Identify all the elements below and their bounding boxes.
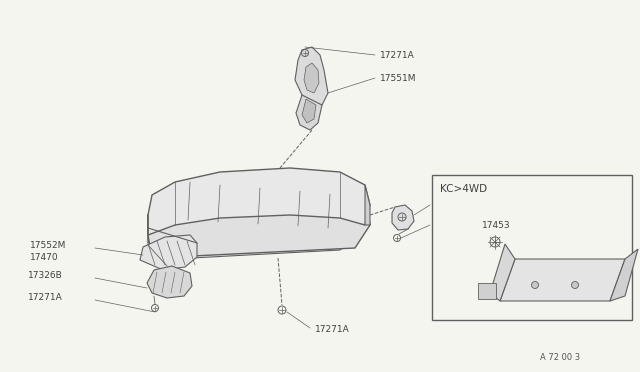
Polygon shape [148,178,368,260]
Text: KC>4WD: KC>4WD [440,184,487,194]
Text: 17271A: 17271A [435,221,470,230]
Polygon shape [295,47,328,110]
Polygon shape [500,259,625,301]
Text: 17471: 17471 [435,201,463,209]
Text: 17326B: 17326B [540,289,575,298]
Text: 17271A: 17271A [28,294,63,302]
Polygon shape [490,244,515,301]
Text: 17453: 17453 [482,221,511,230]
Polygon shape [304,63,319,93]
Text: A 72 00 3: A 72 00 3 [540,353,580,362]
Polygon shape [147,266,192,298]
Polygon shape [296,95,322,130]
Circle shape [572,282,579,289]
Bar [432,175,632,320]
Polygon shape [140,235,197,270]
Text: 17551M: 17551M [380,74,417,83]
Polygon shape [148,168,370,235]
Circle shape [531,282,538,289]
Polygon shape [148,200,370,260]
Polygon shape [392,205,414,230]
Bar [478,283,496,299]
Text: 17271A: 17271A [380,51,415,60]
Polygon shape [302,99,316,123]
Text: 17271A: 17271A [315,326,349,334]
Polygon shape [148,205,370,258]
Polygon shape [365,185,370,225]
Polygon shape [610,249,638,301]
Text: 17326B: 17326B [28,270,63,279]
Text: 17470: 17470 [30,253,59,263]
Text: 17552M: 17552M [30,241,67,250]
